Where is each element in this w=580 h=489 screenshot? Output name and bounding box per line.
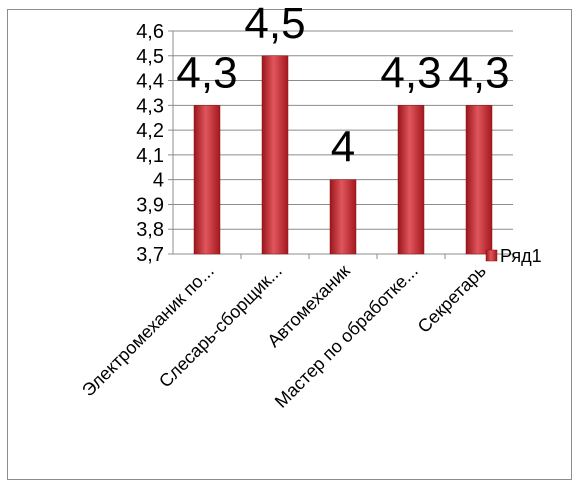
data-label: 4,3	[176, 48, 237, 97]
y-tick-label: 4,6	[136, 21, 164, 43]
bar	[193, 105, 221, 255]
x-category-label: Слесарь-сборщик...	[155, 261, 286, 392]
y-tick-label: 4	[153, 170, 164, 192]
bar	[397, 105, 425, 255]
y-tick-label: 4,3	[136, 95, 164, 117]
y-tick-label: 4,4	[136, 71, 164, 93]
bar	[465, 105, 493, 255]
y-tick-label: 4,5	[136, 46, 164, 68]
y-tick-label: 3,9	[136, 194, 164, 216]
data-label: 4	[331, 123, 355, 172]
legend-label: Ряд1	[500, 246, 542, 266]
x-category-label: Секретарь	[414, 261, 490, 337]
data-label: 4,3	[380, 48, 441, 97]
data-label: 4,5	[244, 0, 305, 48]
y-tick-label: 3,7	[136, 244, 164, 266]
legend-swatch	[485, 249, 498, 262]
bar	[261, 55, 289, 255]
bar	[329, 179, 357, 255]
x-category-label: Мастер по обработке...	[271, 261, 422, 412]
y-tick-label: 3,8	[136, 219, 164, 241]
x-category-label: Электромеханик по...	[78, 261, 218, 401]
data-label: 4,3	[448, 48, 509, 97]
y-tick-label: 4,1	[136, 145, 164, 167]
y-tick-label: 4,2	[136, 120, 164, 142]
